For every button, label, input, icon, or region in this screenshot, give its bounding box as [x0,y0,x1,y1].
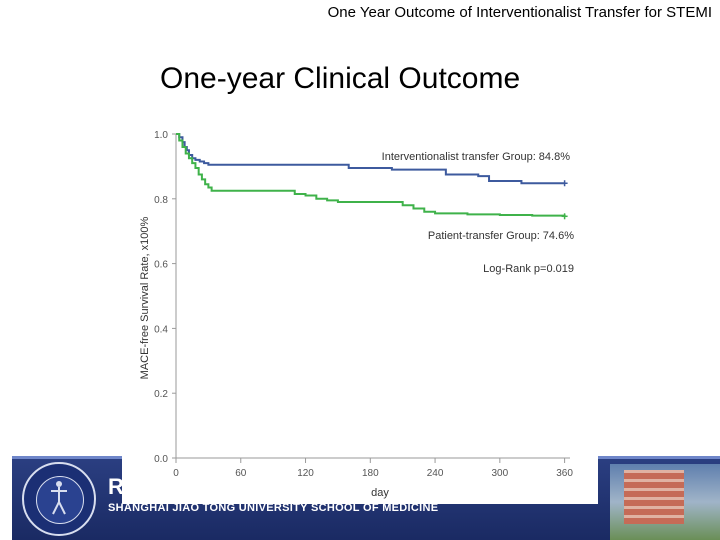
x-tick-label: 0 [173,468,179,479]
log-rank-annotation: Log-Rank p=0.019 [483,263,574,275]
y-tick-label: 0.0 [154,454,168,465]
survival-chart: 0.0 0.2 0.4 0.6 0.8 1.0 0 60 120 180 240 300 360 MA… [139,130,574,499]
x-tick-label: 300 [491,468,508,479]
y-tick-label: 0.4 [154,324,168,335]
y-tick-label: 0.2 [154,389,168,400]
x-tick-label: 60 [235,468,247,479]
y-ticks: 0.0 0.2 0.4 0.6 0.8 1.0 [154,130,176,465]
y-tick-label: 1.0 [154,130,168,141]
x-tick-label: 360 [556,468,573,479]
slide-title: One-year Clinical Outcome [160,62,521,95]
y-axis-label: MACE-free Survival Rate, x100% [139,216,151,379]
legend-interventionalist-label: Interventionalist transfer Group: 84.8% [382,151,571,163]
vitruvian-figure-icon [51,481,67,515]
y-tick-label: 0.8 [154,195,168,206]
building-windows [624,470,684,524]
x-tick-label: 120 [297,468,314,479]
chart-panel: 0.0 0.2 0.4 0.6 0.8 1.0 0 60 120 180 240 300 360 MA… [122,122,598,504]
x-tick-label: 240 [427,468,444,479]
x-tick-label: 180 [362,468,379,479]
banner-school-name: SHANGHAI JIAO TONG UNIVERSITY SCHOOL OF … [108,502,439,514]
x-axis-label: day [371,487,389,499]
series-group [176,133,568,220]
header-title: One Year Outcome of Interventionalist Tr… [327,4,712,21]
x-ticks: 0 60 120 180 240 300 360 [173,458,573,479]
legend-patient-label: Patient-transfer Group: 74.6% [428,230,574,242]
university-seal-icon [22,462,96,536]
series-line-patient [176,133,566,217]
y-tick-label: 0.6 [154,260,168,271]
hospital-building-image [610,464,720,540]
